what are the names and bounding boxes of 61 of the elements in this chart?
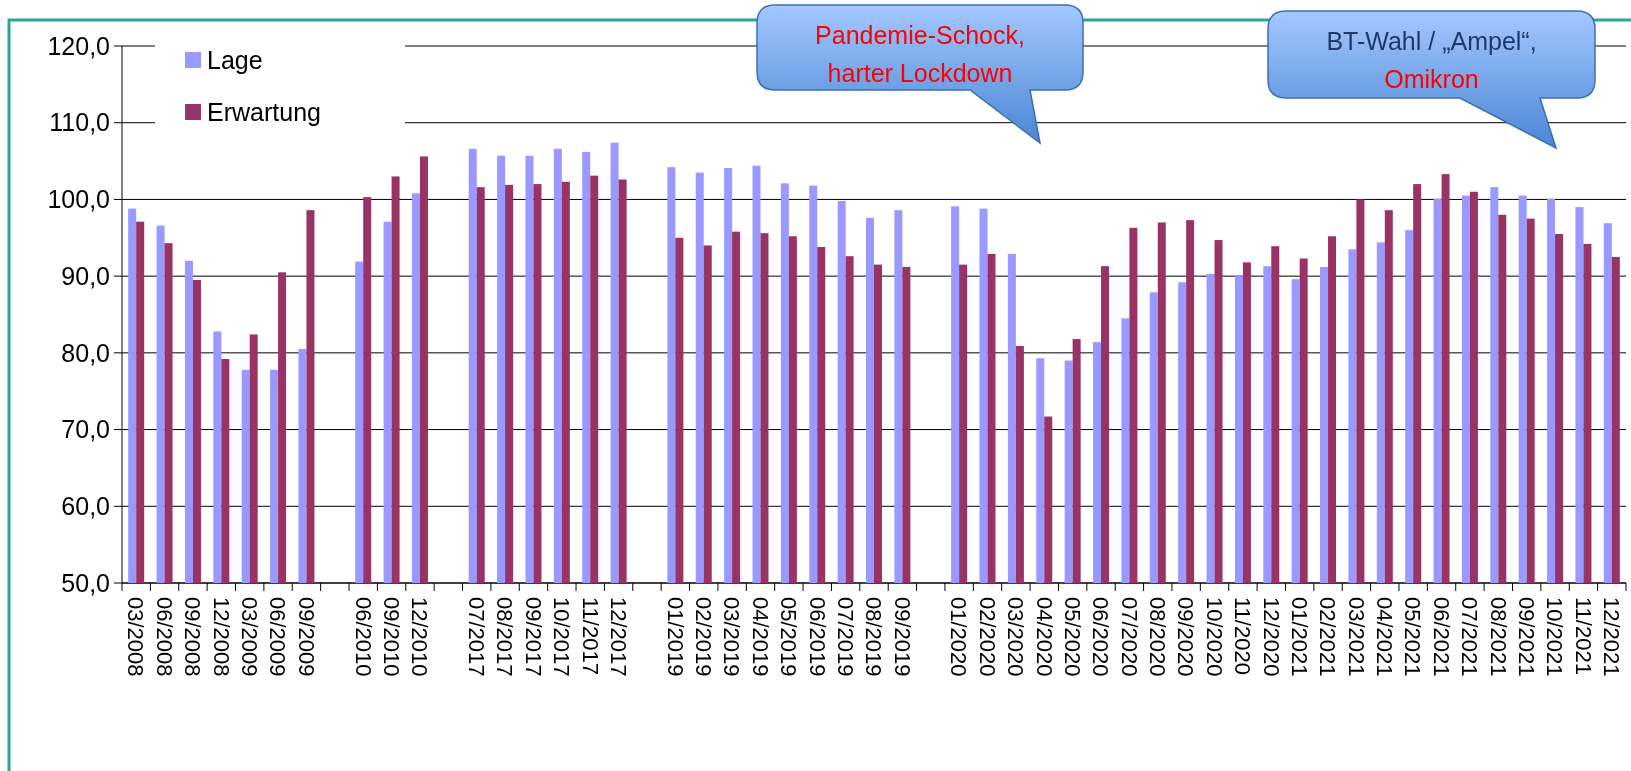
x-tick-label: 05/2020 [1059,597,1085,677]
x-tick-label: 09/2020 [1173,597,1199,677]
y-tick-label: 80,0 [61,338,110,367]
x-tick-label: 08/2021 [1485,597,1511,677]
x-tick-label: 01/2021 [1286,597,1312,677]
y-tick-label: 50,0 [61,568,110,597]
x-tick-label: 12/2008 [208,597,234,677]
y-tick-label: 60,0 [61,492,110,521]
x-tick-label: 11/2020 [1230,597,1256,675]
annotation: BT-Wahl / „Ampel“, Omikron [1326,26,1537,93]
x-tick-label: 09/2009 [293,597,319,677]
x-tick-label: 03/2021 [1343,597,1369,677]
legend-label: Erwartung [207,97,321,126]
x-tick-label: 12/2021 [1599,597,1625,677]
x-tick-label: 06/2009 [265,597,291,677]
x-tick-label: 08/2017 [492,597,518,677]
y-tick-label: 100,0 [47,185,110,214]
x-tick-label: 01/2020 [946,597,972,677]
x-tick-label: 09/2010 [378,597,404,677]
annotation: Pandemie-Schock, harter Lockdown [815,20,1025,87]
x-tick-label: 02/2019 [691,597,717,677]
x-tick-label: 11/2021 [1570,597,1596,675]
x-tick-label: 08/2020 [1145,597,1171,677]
x-tick-label: 03/2020 [1003,597,1029,677]
x-tick-label: 10/2021 [1542,597,1568,677]
x-tick-label: 03/2008 [123,597,149,677]
x-tick-label: 09/2017 [520,597,546,677]
x-tick-label: 03/2019 [719,597,745,677]
x-tick-label: 10/2017 [549,597,575,677]
x-tick-label: 06/2010 [350,597,376,677]
x-tick-label: 03/2009 [237,597,262,677]
x-tick-label: 04/2020 [1031,597,1057,677]
x-tick-label: 07/2017 [464,597,490,677]
x-tick-label: 10/2020 [1201,597,1227,677]
x-tick-label: 04/2021 [1372,597,1398,677]
x-tick-label: 09/2008 [180,597,206,677]
x-tick-label: 09/2021 [1513,597,1539,677]
x-tick-label: 12/2010 [407,597,433,677]
y-tick-label: 70,0 [61,415,110,444]
x-tick-label: 09/2019 [889,597,915,677]
y-tick-label: 120,0 [47,31,110,60]
x-tick-label: 07/2021 [1457,597,1483,677]
x-tick-label: 06/2008 [151,597,177,677]
x-tick-label: 05/2021 [1400,597,1426,677]
x-tick-label: 01/2019 [662,597,688,677]
x-tick-label: 07/2020 [1116,597,1142,677]
x-tick-label: 12/2020 [1258,597,1284,677]
x-tick-label: 11/2017 [577,597,603,675]
x-tick-label: 04/2019 [747,597,773,677]
x-tick-label: 05/2019 [776,597,802,677]
x-tick-label: 06/2019 [804,597,830,677]
x-tick-label: 08/2019 [861,597,887,677]
x-tick-label: 12/2017 [605,597,631,677]
y-tick-label: 110,0 [49,108,110,137]
x-tick-label: 02/2020 [974,597,1000,677]
x-tick-label: 02/2021 [1315,597,1341,677]
x-tick-label: 07/2019 [832,597,858,677]
legend-label: Lage [207,45,263,74]
y-tick-label: 90,0 [61,261,110,290]
x-tick-label: 06/2021 [1428,597,1454,677]
x-tick-label: 06/2020 [1088,597,1114,677]
